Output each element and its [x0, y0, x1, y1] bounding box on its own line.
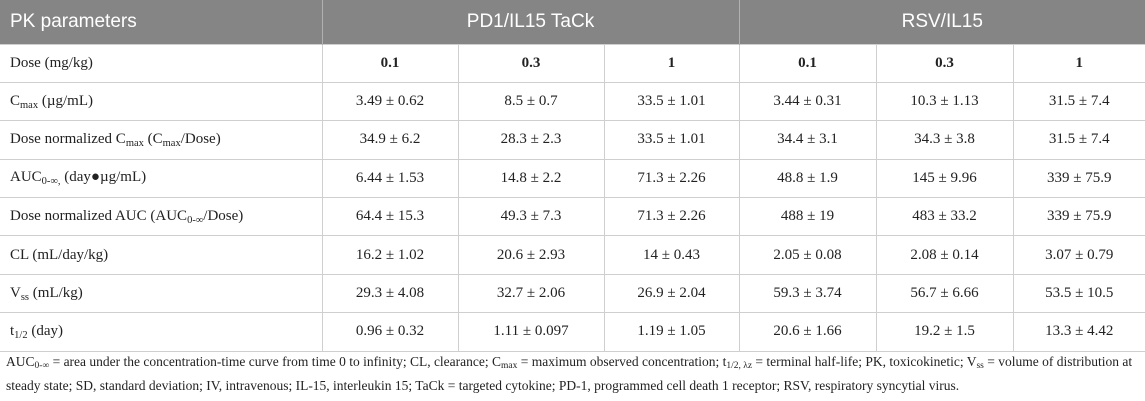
- table-cell: 29.3 ± 4.08: [322, 273, 459, 313]
- table-cell: 13.3 ± 4.42: [1013, 312, 1145, 352]
- label-text: (mL/kg): [29, 284, 83, 301]
- table-cell: 145 ± 9.96: [876, 158, 1014, 198]
- label-subscript: max: [125, 137, 144, 149]
- footnote-subscript: 1/2, λz: [726, 361, 753, 371]
- label-subscript: max: [162, 137, 181, 149]
- rsv-il15-header: RSV/IL15: [739, 0, 1145, 44]
- footnote-subscript: 0-∞: [34, 361, 50, 371]
- table-cell: 34.4 ± 3.1: [739, 120, 877, 160]
- table-cell: 28.3 ± 2.3: [458, 120, 605, 160]
- table-row-dose-normalized-auc: Dose normalized AUC (AUC0-∞/Dose) 64.4 ±…: [0, 197, 1145, 236]
- table-cell: 3.44 ± 0.31: [739, 81, 877, 121]
- label-text: V: [10, 284, 21, 301]
- table-cell: 31.5 ± 7.4: [1013, 81, 1145, 121]
- table-cell: 19.2 ± 1.5: [876, 312, 1014, 352]
- table-row-vss: Vss (mL/kg) 29.3 ± 4.08 32.7 ± 2.06 26.9…: [0, 273, 1145, 313]
- label-text: /Dose): [203, 207, 244, 224]
- table-cell: 483 ± 33.2: [876, 197, 1014, 236]
- table-cell: 26.9 ± 2.04: [604, 273, 740, 313]
- pk-parameters-table: PK parameters PD1/IL15 TaCk RSV/IL15 Dos…: [0, 0, 1145, 352]
- row-label: Vss (mL/kg): [0, 273, 323, 313]
- pd1-il15-tack-header: PD1/IL15 TaCk: [322, 0, 740, 44]
- table-cell: 0.96 ± 0.32: [322, 312, 459, 352]
- header-row: PK parameters PD1/IL15 TaCk RSV/IL15: [0, 0, 1145, 44]
- table-cell: 339 ± 75.9: [1013, 158, 1145, 198]
- table-cell: 64.4 ± 15.3: [322, 197, 459, 236]
- label-text: (C: [143, 130, 163, 147]
- footnote-text: AUC: [6, 354, 35, 369]
- table-cell: 20.6 ± 1.66: [739, 312, 877, 352]
- table-cell: 1.19 ± 1.05: [604, 312, 740, 352]
- table-row-dose-normalized-cmax: Dose normalized Cmax (Cmax/Dose) 34.9 ± …: [0, 120, 1145, 160]
- table-cell: 31.5 ± 7.4: [1013, 120, 1145, 160]
- row-label: Dose (mg/kg): [0, 43, 323, 83]
- footnote-subscript: ss: [976, 361, 984, 371]
- table-cell: 339 ± 75.9: [1013, 197, 1145, 236]
- table-cell: 71.3 ± 2.26: [604, 197, 740, 236]
- table-cell: 10.3 ± 1.13: [876, 81, 1014, 121]
- table-row-cmax: Cmax (µg/mL) 3.49 ± 0.62 8.5 ± 0.7 33.5 …: [0, 81, 1145, 121]
- table-cell: 16.2 ± 1.02: [322, 235, 459, 275]
- table-cell: 0.3: [876, 43, 1014, 83]
- table-cell: 1.11 ± 0.097: [458, 312, 605, 352]
- label-text: Dose normalized AUC (AUC: [10, 207, 188, 224]
- table-cell: 34.3 ± 3.8: [876, 120, 1014, 160]
- row-label: AUC0-∞, (day●µg/mL): [0, 158, 323, 198]
- table-cell: 34.9 ± 6.2: [322, 120, 459, 160]
- table-cell: 3.07 ± 0.79: [1013, 235, 1145, 275]
- label-text: t: [10, 322, 15, 339]
- table-cell: 2.05 ± 0.08: [739, 235, 877, 275]
- footnote-text: = volume of distribution at steady state…: [6, 354, 1133, 393]
- label-subscript: 0-∞,: [41, 176, 61, 188]
- label-text: C: [10, 92, 21, 109]
- table-row-half-life: t1/2 (day) 0.96 ± 0.32 1.11 ± 0.097 1.19…: [0, 312, 1145, 352]
- row-label: CL (mL/day/kg): [0, 235, 323, 275]
- row-label: Cmax (µg/mL): [0, 81, 323, 121]
- table-cell: 49.3 ± 7.3: [458, 197, 605, 236]
- table-cell: 1: [1013, 43, 1145, 83]
- table-cell: 71.3 ± 2.26: [604, 158, 740, 198]
- table-cell: 0.1: [739, 43, 877, 83]
- label-text: Dose normalized C: [10, 130, 126, 147]
- label-text: (day●µg/mL): [60, 169, 147, 186]
- label-text: (µg/mL): [38, 92, 93, 109]
- footnote-text: = area under the concentration-time curv…: [49, 354, 502, 369]
- table-cell: 8.5 ± 0.7: [458, 81, 605, 121]
- table-cell: 59.3 ± 3.74: [739, 273, 877, 313]
- row-label: t1/2 (day): [0, 312, 323, 352]
- label-text: AUC: [10, 169, 42, 186]
- table-cell: 14 ± 0.43: [604, 235, 740, 275]
- table-row-dose: Dose (mg/kg) 0.1 0.3 1 0.1 0.3 1: [0, 43, 1145, 83]
- table-cell: 6.44 ± 1.53: [322, 158, 459, 198]
- label-subscript: 1/2: [14, 329, 28, 341]
- table-cell: 32.7 ± 2.06: [458, 273, 605, 313]
- row-label: Dose normalized Cmax (Cmax/Dose): [0, 120, 323, 160]
- table-cell: 33.5 ± 1.01: [604, 81, 740, 121]
- table-cell: 1: [604, 43, 740, 83]
- label-text: /Dose): [180, 130, 221, 147]
- table-cell: 3.49 ± 0.62: [322, 81, 459, 121]
- label-subscript: ss: [20, 291, 30, 303]
- table-cell: 56.7 ± 6.66: [876, 273, 1014, 313]
- table-cell: 488 ± 19: [739, 197, 877, 236]
- table-cell: 33.5 ± 1.01: [604, 120, 740, 160]
- row-label: Dose normalized AUC (AUC0-∞/Dose): [0, 197, 323, 236]
- table-row-auc: AUC0-∞, (day●µg/mL) 6.44 ± 1.53 14.8 ± 2…: [0, 158, 1145, 198]
- table-cell: 0.3: [458, 43, 605, 83]
- table-row-cl: CL (mL/day/kg) 16.2 ± 1.02 20.6 ± 2.93 1…: [0, 235, 1145, 275]
- footnote-subscript: max: [501, 361, 518, 371]
- footnote-text: = maximum observed concentration; t: [517, 354, 727, 369]
- table-cell: 48.8 ± 1.9: [739, 158, 877, 198]
- pk-parameters-header: PK parameters: [0, 0, 323, 44]
- label-text: (day): [27, 322, 63, 339]
- table-cell: 20.6 ± 2.93: [458, 235, 605, 275]
- table-cell: 14.8 ± 2.2: [458, 158, 605, 198]
- table-cell: 2.08 ± 0.14: [876, 235, 1014, 275]
- label-subscript: 0-∞: [187, 214, 204, 226]
- footnote-text: = terminal half-life; PK, toxicokinetic;…: [752, 354, 977, 369]
- label-subscript: max: [20, 99, 39, 111]
- table-cell: 0.1: [322, 43, 459, 83]
- table-cell: 53.5 ± 10.5: [1013, 273, 1145, 313]
- table-footnote: AUC0-∞ = area under the concentration-ti…: [6, 352, 1141, 395]
